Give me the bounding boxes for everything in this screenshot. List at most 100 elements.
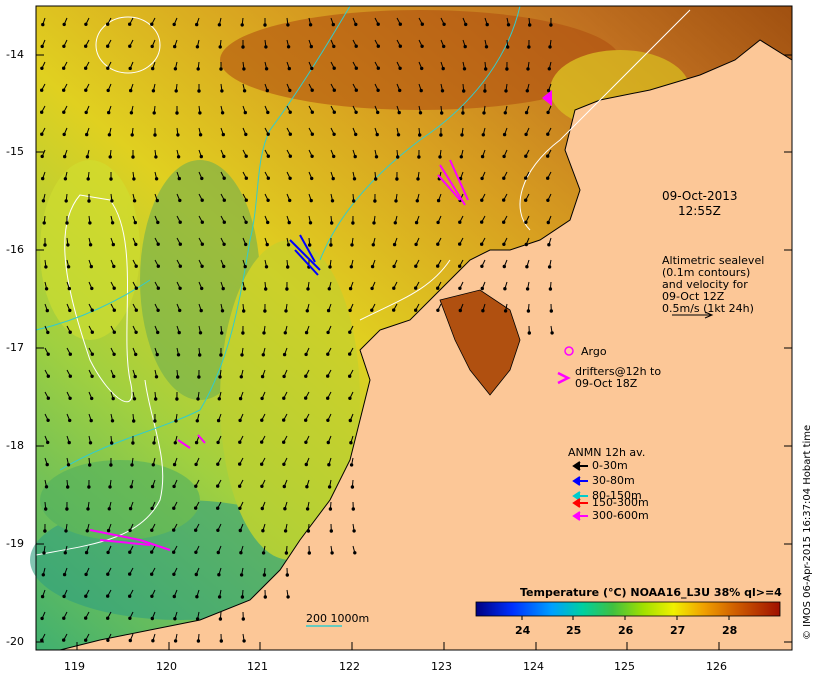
drifter-legend-symbol [557, 371, 571, 385]
velocity-vector-head [502, 154, 506, 159]
velocity-vector-head [241, 45, 245, 49]
velocity-vector-head [305, 485, 309, 489]
velocity-vector-head [372, 221, 376, 225]
velocity-vector-head [68, 418, 72, 423]
velocity-vector-head [65, 507, 69, 511]
velocity-vector-head [374, 155, 379, 159]
velocity-vector-head [308, 23, 313, 27]
velocity-vector-head [221, 286, 225, 291]
velocity-vector-head [546, 154, 550, 158]
velocity-vector-head [222, 198, 227, 202]
velocity-vector-head [68, 308, 72, 313]
velocity-vector-head [304, 330, 309, 335]
velocity-vector-head [84, 44, 88, 48]
velocity-vector-head [128, 66, 132, 71]
velocity-vector-head [86, 177, 90, 181]
velocity-vector-head [354, 44, 358, 48]
velocity-vector-head [525, 265, 529, 269]
velocity-vector-head [266, 110, 270, 115]
velocity-vector-head [46, 418, 50, 422]
velocity-vector-head [133, 374, 137, 379]
velocity-vector-head [172, 484, 176, 489]
velocity-vector-head [436, 242, 440, 246]
velocity-vector-head [436, 308, 440, 312]
velocity-vector-head [266, 198, 270, 203]
velocity-vector-head [84, 66, 88, 70]
velocity-vector-head [502, 242, 506, 247]
velocity-vector-head [349, 265, 353, 269]
velocity-vector-head [546, 110, 550, 115]
velocity-vector-head [84, 572, 88, 577]
velocity-vector-head [40, 132, 44, 136]
velocity-vector-head [132, 397, 137, 401]
velocity-vector-head [459, 155, 463, 159]
velocity-vector-head [310, 176, 314, 181]
velocity-vector-head [106, 638, 110, 642]
velocity-vector-head [288, 198, 292, 203]
velocity-vector-head [172, 572, 176, 576]
velocity-vector-head [546, 176, 550, 180]
velocity-vector-head [261, 551, 266, 555]
velocity-vector-head [112, 330, 117, 334]
velocity-vector-head [128, 44, 132, 48]
velocity-vector-head [196, 397, 200, 401]
velocity-vector-head [112, 374, 116, 379]
velocity-vector-head [393, 221, 397, 225]
velocity-vector-head [353, 154, 357, 159]
velocity-vector-head [150, 616, 155, 621]
velocity-vector-head [264, 287, 268, 291]
velocity-vector-head [244, 176, 249, 180]
velocity-vector-head [396, 133, 401, 137]
velocity-vector-head [327, 485, 332, 489]
velocity-vector-head [484, 67, 488, 71]
x-axis-ticks [76, 642, 720, 650]
velocity-vector-head [46, 396, 50, 400]
velocity-vector-head [461, 111, 465, 115]
velocity-vector-head [284, 551, 289, 555]
anmn-legend-item: 150-300m [592, 496, 649, 509]
velocity-vector-head [154, 155, 158, 159]
velocity-vector-head [261, 529, 265, 533]
velocity-vector-head [84, 550, 89, 555]
velocity-vector-head [106, 594, 110, 598]
velocity-vector-head [264, 265, 269, 269]
velocity-vector-head [462, 89, 466, 93]
velocity-vector-head [62, 594, 66, 599]
velocity-vector-head [332, 154, 336, 159]
velocity-vector-head [282, 462, 286, 466]
velocity-vector-head [132, 199, 137, 203]
velocity-vector-head [480, 198, 484, 202]
velocity-vector-head [439, 133, 443, 137]
velocity-vector-head [546, 132, 550, 136]
velocity-vector-head [420, 66, 424, 71]
velocity-vector-head [242, 89, 247, 93]
velocity-vector-head [220, 111, 225, 115]
argo-float-marker [542, 90, 552, 106]
velocity-vector-head [134, 308, 139, 312]
velocity-vector-head [150, 550, 154, 554]
colorbar-tick-label: 24 [515, 624, 531, 637]
velocity-vector-head [238, 462, 242, 466]
velocity-vector-head [106, 616, 110, 620]
velocity-vector-head [480, 264, 484, 268]
velocity-vector-head [282, 484, 286, 489]
velocity-vector-head [326, 374, 330, 378]
velocity-vector-head [348, 330, 352, 334]
velocity-vector-head [109, 463, 113, 467]
velocity-vector-head [332, 66, 336, 70]
velocity-vector-head [219, 67, 223, 71]
velocity-vector-head [175, 111, 179, 115]
colorbar-tick-label: 27 [670, 624, 686, 637]
velocity-vector-head [129, 485, 134, 489]
velocity-vector-head [198, 353, 202, 357]
velocity-vector-head [178, 308, 182, 313]
velocity-vector-head [128, 506, 133, 511]
velocity-vector-head [62, 132, 66, 137]
velocity-vector-head [262, 331, 266, 335]
velocity-vector-head [398, 44, 402, 48]
velocity-vector-head [87, 199, 91, 203]
velocity-vector-head [106, 528, 111, 533]
velocity-vector-head [46, 374, 50, 378]
velocity-vector-head [62, 44, 66, 48]
